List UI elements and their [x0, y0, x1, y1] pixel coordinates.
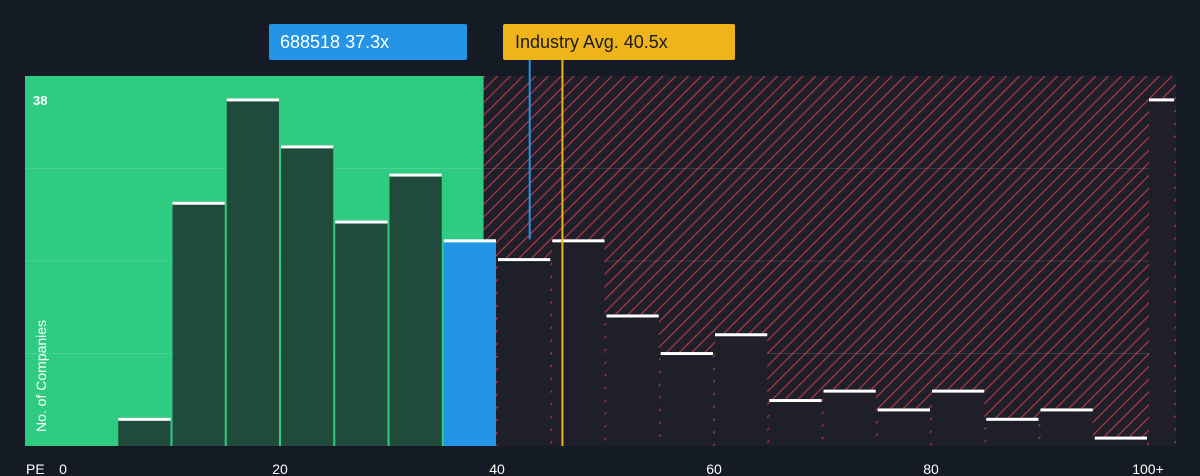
histogram-bar-11 [606, 314, 659, 446]
histogram-bar-21 [1149, 98, 1175, 446]
histogram-bar-cap-11 [606, 314, 659, 318]
histogram-bar-cap-5 [281, 145, 334, 149]
company-callout-label: 688518 37.3x [280, 32, 389, 52]
histogram-bar-8 [443, 239, 496, 446]
y-axis: 38 No. of Companies [33, 93, 49, 432]
histogram-bar-15 [823, 389, 876, 446]
histogram-bar-cap-14 [769, 399, 822, 403]
histogram-bar-12 [660, 352, 713, 446]
x-tick-label-2: 20 [272, 461, 288, 476]
histogram-bar-cap-7 [389, 173, 442, 177]
histogram-bar-16 [877, 408, 930, 446]
histogram-bar-cap-20 [1094, 436, 1147, 440]
histogram-bar-cap-19 [1040, 408, 1093, 412]
y-axis-max-label: 38 [33, 93, 47, 108]
x-tick-label-6: 100+ [1132, 461, 1164, 476]
histogram-bar-cap-9 [498, 258, 551, 262]
histogram-bar-13 [715, 333, 768, 446]
histogram-bar-4 [226, 98, 279, 446]
histogram-bar-2 [118, 417, 171, 446]
histogram-bar-6 [335, 220, 388, 446]
callouts: 688518 37.3x Industry Avg. 40.5x [269, 24, 735, 60]
histogram-bar-cap-12 [660, 352, 713, 356]
histogram-bar-20 [1094, 436, 1147, 446]
x-tick-label-3: 40 [489, 461, 505, 476]
histogram-bar-cap-15 [823, 389, 876, 393]
industry-callout-box [503, 24, 735, 60]
histogram-bar-14 [769, 399, 822, 446]
x-tick-label-4: 60 [706, 461, 722, 476]
histogram-bar-9 [498, 258, 551, 446]
company-callout-box [269, 24, 467, 60]
histogram-bar-cap-6 [335, 220, 388, 224]
histogram-bar-cap-4 [226, 98, 279, 102]
x-tick-label-5: 80 [923, 461, 939, 476]
x-axis-title: PE [26, 461, 45, 476]
value-markers [528, 58, 564, 446]
histogram-bar-cap-13 [715, 333, 768, 337]
histogram-bar-10 [552, 239, 605, 446]
y-axis-title: No. of Companies [33, 320, 49, 432]
x-axis: PE 0 20 40 60 80 100+ [26, 461, 1164, 476]
histogram-bar-cap-17 [932, 389, 985, 393]
histogram-bar-cap-21 [1149, 98, 1175, 102]
histogram-bar-19 [1040, 408, 1093, 446]
histogram-bar-3 [172, 201, 225, 446]
histogram-bar-17 [932, 389, 985, 446]
histogram-bar-cap-3 [172, 201, 225, 205]
company-bar-cap [443, 239, 496, 243]
industry-callout-label: Industry Avg. 40.5x [515, 32, 668, 52]
histogram-bar-7 [389, 173, 442, 447]
histogram-bar-cap-16 [877, 408, 930, 412]
x-tick-label-1: 0 [59, 461, 67, 476]
histogram-bar-cap-10 [552, 239, 605, 243]
histogram-bars [118, 98, 1175, 447]
histogram-bar-5 [281, 145, 334, 447]
histogram-bar-cap-18 [986, 417, 1039, 421]
histogram-bar-cap-2 [118, 417, 171, 421]
histogram-bar-18 [986, 417, 1039, 446]
